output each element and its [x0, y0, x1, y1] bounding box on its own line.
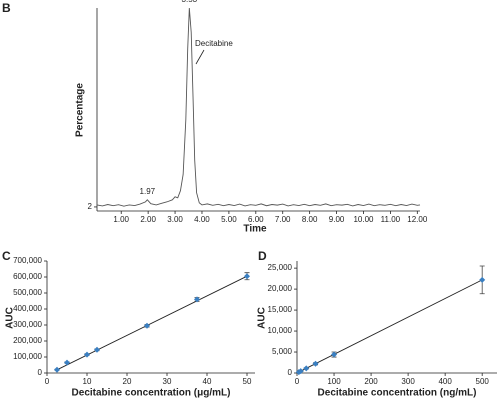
y-axis-title: AUC: [257, 307, 268, 329]
peak-label: 3.53: [182, 0, 198, 4]
x-tick-label: 500: [476, 377, 490, 386]
y-tick-label: 100,000: [13, 352, 42, 361]
point: [144, 322, 150, 329]
x-tick-label: 40: [203, 377, 212, 386]
point: [297, 368, 304, 375]
y-tick-label: 200,000: [13, 336, 42, 345]
point: [244, 273, 250, 280]
x-tick-label: 8.00: [302, 215, 318, 224]
y-tick-label: 25,000: [268, 263, 293, 272]
point: [312, 360, 319, 367]
x-tick-label: 4.00: [194, 215, 210, 224]
point: [303, 365, 310, 372]
panel-letter: D: [258, 249, 267, 263]
point: [194, 296, 200, 303]
x-tick-label: 1.00: [113, 215, 129, 224]
x-axis-title: Decitabine concentration (ng/mL): [318, 388, 477, 399]
panel-letter: B: [2, 1, 11, 15]
point: [54, 366, 60, 373]
x-axis-title: Time: [243, 224, 267, 235]
panel-letter: C: [2, 249, 11, 263]
x-tick-label: 12.00: [407, 215, 428, 224]
point: [94, 346, 100, 353]
x-tick-label: 100: [327, 377, 341, 386]
y-axis-title: Percentage: [75, 83, 86, 137]
y-tick-label: 0: [288, 368, 293, 377]
x-axis-title: Decitabine concentration (μg/mL): [72, 388, 231, 399]
point: [479, 276, 486, 283]
y-tick-label: 2: [88, 202, 93, 211]
point: [64, 359, 70, 366]
x-tick-label: 11.00: [381, 215, 401, 224]
x-tick-label: 50: [243, 377, 252, 386]
x-tick-label: 10: [83, 377, 92, 386]
x-tick-label: 9.00: [329, 215, 345, 224]
y-tick-label: 700,000: [13, 256, 42, 265]
y-tick-label: 0: [38, 368, 43, 377]
y-tick-label: 300,000: [13, 320, 42, 329]
y-tick-label: 5,000: [272, 347, 293, 356]
y-tick-label: 10,000: [268, 326, 293, 335]
peak-label: 1.97: [140, 187, 156, 196]
y-tick-label: 600,000: [13, 272, 42, 281]
trace: [96, 7, 421, 207]
x-tick-label: 0: [45, 377, 50, 386]
x-tick-label: 20: [123, 377, 132, 386]
y-tick-label: 500,000: [13, 288, 42, 297]
x-tick-label: 6.00: [248, 215, 264, 224]
x-tick-label: 3.00: [167, 215, 183, 224]
y-axis-title: AUC: [5, 307, 16, 329]
x-tick-label: 400: [438, 377, 452, 386]
x-tick-label: 5.00: [221, 215, 237, 224]
y-tick-label: 400,000: [13, 304, 42, 313]
y-tick-label: 20,000: [268, 284, 293, 293]
trendline: [298, 279, 483, 373]
x-tick-label: 7.00: [275, 215, 291, 224]
point: [84, 351, 90, 358]
x-tick-label: 200: [364, 377, 378, 386]
point: [331, 351, 338, 358]
label-leader: [195, 49, 205, 65]
x-tick-label: 30: [163, 377, 172, 386]
y-tick-label: 15,000: [268, 305, 293, 314]
compound-label: Decitabine: [195, 39, 233, 48]
x-tick-label: 2.00: [140, 215, 156, 224]
x-tick-label: 0: [295, 377, 300, 386]
x-tick-label: 300: [401, 377, 415, 386]
x-tick-label: 10.00: [353, 215, 374, 224]
